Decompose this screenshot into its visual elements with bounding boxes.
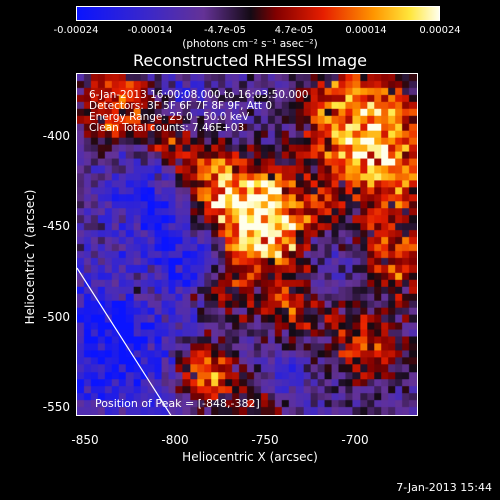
rhessi-image-heatmap bbox=[77, 74, 417, 415]
solar-limb-line bbox=[77, 267, 172, 415]
colorbar-tick-label: -0.00014 bbox=[127, 25, 173, 36]
colorbar-tick-label: -4.7e-05 bbox=[204, 25, 246, 36]
y-axis-label: Heliocentric Y (arcsec) bbox=[23, 189, 37, 325]
generation-date: 7-Jan-2013 15:44 bbox=[396, 481, 492, 494]
info-time-range: 6-Jan-2013 16:00:08.000 to 16:03:50.000 bbox=[89, 89, 309, 101]
x-tick-label: -850 bbox=[71, 433, 99, 447]
chart-title: Reconstructed RHESSI Image bbox=[133, 51, 367, 70]
colorbar-tick-label: -0.00024 bbox=[53, 25, 99, 36]
plot-area: 6-Jan-2013 16:00:08.000 to 16:03:50.000 … bbox=[76, 73, 418, 416]
colorbar-tick-label: 4.7e-05 bbox=[274, 25, 314, 36]
info-counts: Clean Total counts: 7.46E+03 bbox=[89, 122, 245, 134]
peak-position-label: Position of Peak = [-848,-382] bbox=[95, 397, 260, 410]
colorbar-tick-label: 0.00014 bbox=[345, 25, 387, 36]
y-tick-label: -400 bbox=[42, 129, 70, 144]
x-tick-label: -750 bbox=[251, 433, 279, 447]
colorbar bbox=[76, 6, 440, 21]
colorbar-unit-label: (photons cm⁻² s⁻¹ asec⁻²) bbox=[182, 38, 318, 50]
y-tick-label: -500 bbox=[42, 309, 70, 324]
colorbar-tick-label: 0.00024 bbox=[419, 25, 461, 36]
info-detectors: Detectors: 3F 5F 6F 7F 8F 9F, Att 0 bbox=[89, 100, 273, 112]
x-tick-label: -800 bbox=[161, 433, 189, 447]
x-axis-label: Heliocentric X (arcsec) bbox=[182, 450, 318, 464]
y-tick-label: -450 bbox=[42, 219, 70, 234]
overlay-svg bbox=[77, 267, 172, 415]
y-tick-label: -550 bbox=[42, 399, 70, 414]
x-tick-label: -700 bbox=[341, 433, 369, 447]
info-energy-range: Energy Range: 25.0 - 50.0 keV bbox=[89, 111, 250, 123]
